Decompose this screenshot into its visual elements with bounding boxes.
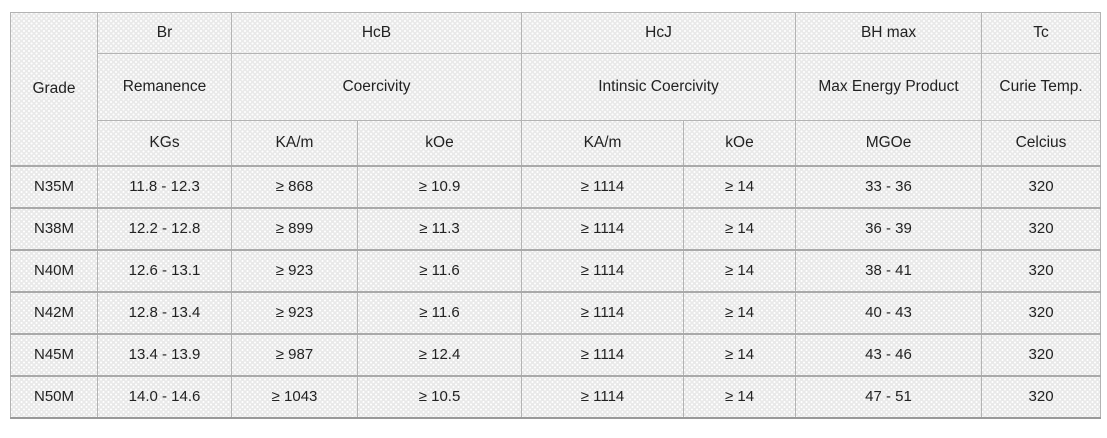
table-row: N35M 11.8 - 12.3 ≥ 868 ≥ 10.9 ≥ 1114 ≥ 1… (10, 164, 1102, 208)
grade-cell: N45M (10, 332, 98, 376)
header-symbol-br: Br (97, 12, 232, 54)
header-name-coercivity: Coercivity (230, 53, 523, 121)
grade-cell: N35M (10, 164, 98, 208)
data-cell: 11.8 - 12.3 (97, 164, 232, 208)
data-cell: ≥ 1114 (521, 164, 685, 208)
data-cell: ≥ 14 (683, 374, 797, 418)
table-row: N40M 12.6 - 13.1 ≥ 923 ≥ 11.6 ≥ 1114 ≥ 1… (10, 248, 1102, 292)
data-cell: ≥ 14 (683, 332, 797, 376)
data-cell: 320 (981, 290, 1102, 334)
data-cell: ≥ 14 (683, 206, 797, 250)
header-symbol-hcj: HcJ (521, 12, 797, 54)
header-unit-hcb-kam: KA/m (231, 120, 358, 166)
header-symbol-hcb: HcB (230, 12, 523, 54)
data-cell: 14.0 - 14.6 (97, 374, 232, 418)
table-row: N45M 13.4 - 13.9 ≥ 987 ≥ 12.4 ≥ 1114 ≥ 1… (10, 332, 1102, 376)
data-cell: ≥ 923 (231, 248, 358, 292)
data-cell: 320 (981, 332, 1102, 376)
grade-cell: N42M (10, 290, 98, 334)
grade-cell: N50M (10, 374, 98, 418)
header-row-names: Remanence Coercivity Intinsic Coercivity… (11, 53, 1102, 121)
data-cell: 12.6 - 13.1 (97, 248, 232, 292)
data-cell: ≥ 12.4 (356, 332, 523, 376)
data-cell: ≥ 899 (231, 206, 358, 250)
data-cell: ≥ 14 (683, 290, 797, 334)
header-name-remanence: Remanence (97, 53, 232, 121)
data-cell: 40 - 43 (795, 290, 983, 334)
data-cell: 12.8 - 13.4 (97, 290, 232, 334)
header-name-max-energy-product: Max Energy Product (795, 53, 983, 121)
header-unit-hcj-kam: KA/m (521, 120, 685, 166)
header-unit-hcb-koe: kOe (356, 120, 523, 166)
data-cell: 33 - 36 (795, 164, 983, 208)
data-cell: 13.4 - 13.9 (97, 332, 232, 376)
data-cell: ≥ 1114 (521, 206, 685, 250)
header-row-units: KGs KA/m kOe KA/m kOe MGOe Celcius (11, 120, 1102, 166)
magnet-grade-spec-table: Grade Br HcB HcJ BH max Tc Remanence Coe… (10, 12, 1102, 419)
header-unit-mgoe: MGOe (795, 120, 983, 166)
grade-cell: N40M (10, 248, 98, 292)
data-cell: 43 - 46 (795, 332, 983, 376)
data-cell: ≥ 1114 (521, 374, 685, 418)
data-cell: ≥ 14 (683, 164, 797, 208)
data-cell: 38 - 41 (795, 248, 983, 292)
data-cell: ≥ 14 (683, 248, 797, 292)
data-cell: ≥ 11.3 (356, 206, 523, 250)
header-unit-hcj-koe: kOe (683, 120, 797, 166)
data-cell: ≥ 10.9 (356, 164, 523, 208)
data-cell: 320 (981, 374, 1102, 418)
data-cell: 12.2 - 12.8 (97, 206, 232, 250)
header-unit-kgs: KGs (97, 120, 232, 166)
header-row-symbols: Grade Br HcB HcJ BH max Tc (10, 12, 1102, 166)
table-row: N50M 14.0 - 14.6 ≥ 1043 ≥ 10.5 ≥ 1114 ≥ … (10, 374, 1102, 418)
header-name-curie-temp: Curie Temp. (981, 53, 1102, 121)
table-row: N42M 12.8 - 13.4 ≥ 923 ≥ 11.6 ≥ 1114 ≥ 1… (10, 290, 1102, 334)
header-unit-celcius: Celcius (981, 120, 1102, 166)
data-cell: ≥ 10.5 (356, 374, 523, 418)
data-cell: ≥ 1114 (521, 332, 685, 376)
header-grade: Grade (10, 12, 98, 166)
data-cell: ≥ 1114 (521, 290, 685, 334)
table-row: N38M 12.2 - 12.8 ≥ 899 ≥ 11.3 ≥ 1114 ≥ 1… (10, 206, 1102, 250)
data-cell: ≥ 868 (231, 164, 358, 208)
header-symbol-tc: Tc (981, 12, 1102, 54)
data-cell: ≥ 1043 (231, 374, 358, 418)
data-cell: ≥ 987 (231, 332, 358, 376)
header-symbol-bhmax: BH max (795, 12, 983, 54)
data-cell: ≥ 11.6 (356, 248, 523, 292)
header-name-intrinsic-coercivity: Intinsic Coercivity (521, 53, 797, 121)
data-cell: 320 (981, 248, 1102, 292)
data-cell: ≥ 923 (231, 290, 358, 334)
data-cell: 36 - 39 (795, 206, 983, 250)
data-cell: 47 - 51 (795, 374, 983, 418)
data-cell: ≥ 1114 (521, 248, 685, 292)
data-cell: ≥ 11.6 (356, 290, 523, 334)
grade-cell: N38M (10, 206, 98, 250)
data-cell: 320 (981, 164, 1102, 208)
data-cell: 320 (981, 206, 1102, 250)
